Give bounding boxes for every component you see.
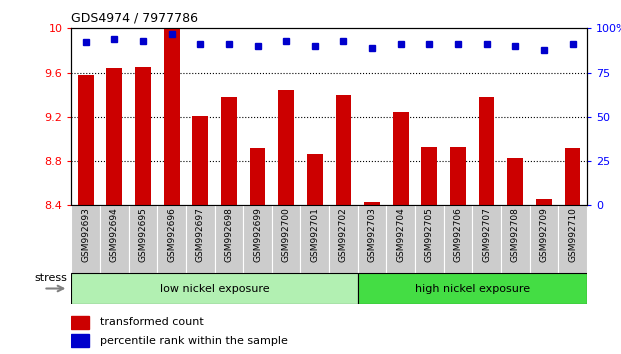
Text: GSM992703: GSM992703 (368, 207, 376, 262)
Bar (106, 68, 122, 205)
Text: GSM992702: GSM992702 (339, 207, 348, 262)
Text: GSM992704: GSM992704 (396, 207, 406, 262)
Bar (473, 205, 501, 273)
Bar (186, 205, 215, 273)
Text: GSM992698: GSM992698 (224, 207, 233, 262)
Text: transformed count: transformed count (100, 317, 204, 327)
Bar (243, 205, 272, 273)
Bar (250, 148, 265, 205)
Bar (358, 205, 386, 273)
Bar (157, 205, 186, 273)
Bar (443, 205, 473, 273)
Text: GSM992694: GSM992694 (110, 207, 119, 262)
Text: GSM992708: GSM992708 (510, 207, 520, 262)
Bar (193, 116, 208, 205)
Text: GSM992699: GSM992699 (253, 207, 262, 262)
Bar (536, 199, 552, 205)
Bar (100, 205, 129, 273)
Text: GSM992693: GSM992693 (81, 207, 90, 262)
Bar (422, 147, 437, 205)
Text: GSM992701: GSM992701 (310, 207, 319, 262)
Bar (71, 335, 89, 347)
Bar (71, 273, 358, 304)
Bar (135, 67, 151, 205)
Bar (164, 28, 179, 205)
Text: GSM992707: GSM992707 (482, 207, 491, 262)
Bar (358, 273, 587, 304)
Bar (71, 205, 100, 273)
Bar (415, 205, 443, 273)
Bar (558, 205, 587, 273)
Text: GSM992709: GSM992709 (540, 207, 548, 262)
Text: GSM992697: GSM992697 (196, 207, 205, 262)
Bar (507, 158, 523, 205)
Text: low nickel exposure: low nickel exposure (160, 284, 270, 293)
Bar (501, 205, 530, 273)
Bar (335, 95, 351, 205)
Text: GSM992706: GSM992706 (453, 207, 463, 262)
Text: high nickel exposure: high nickel exposure (415, 284, 530, 293)
Text: percentile rank within the sample: percentile rank within the sample (100, 336, 288, 346)
Bar (393, 113, 409, 205)
Bar (71, 316, 89, 329)
Text: GSM992695: GSM992695 (138, 207, 148, 262)
Bar (221, 97, 237, 205)
Bar (450, 147, 466, 205)
Bar (129, 205, 157, 273)
Bar (530, 205, 558, 273)
Bar (386, 205, 415, 273)
Text: GSM992700: GSM992700 (282, 207, 291, 262)
Text: GSM992705: GSM992705 (425, 207, 434, 262)
Bar (364, 202, 380, 205)
Bar (278, 90, 294, 205)
Bar (564, 148, 581, 205)
Text: GSM992696: GSM992696 (167, 207, 176, 262)
Bar (329, 205, 358, 273)
Text: GSM992710: GSM992710 (568, 207, 577, 262)
Bar (215, 205, 243, 273)
Bar (301, 205, 329, 273)
Text: stress: stress (35, 273, 68, 283)
Bar (78, 75, 94, 205)
Bar (479, 97, 494, 205)
Text: GDS4974 / 7977786: GDS4974 / 7977786 (71, 12, 199, 25)
Bar (272, 205, 301, 273)
Bar (307, 154, 323, 205)
